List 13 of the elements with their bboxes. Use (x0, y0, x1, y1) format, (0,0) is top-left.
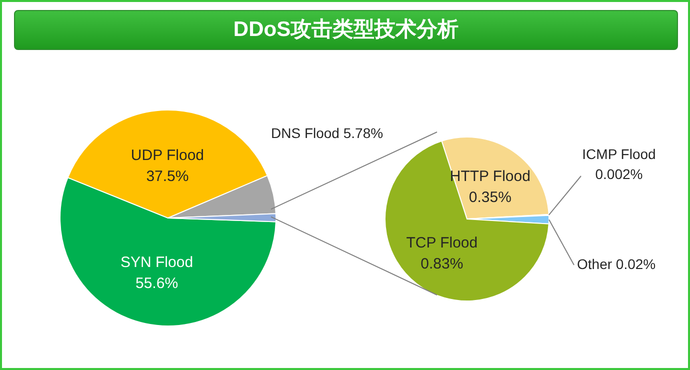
slice-label: UDP Flood (130, 147, 204, 164)
data-label: 0.83% (420, 255, 464, 272)
data-label: 0.002% (595, 166, 643, 182)
chart-title: DDoS攻击类型技术分析 (14, 10, 678, 50)
slice-label: DNS Flood 5.78% (271, 125, 384, 141)
data-label: 0.35% (468, 189, 512, 206)
slice-label: Other 0.02% (577, 256, 656, 272)
slice-label: ICMP Flood (582, 146, 656, 162)
slice-label: HTTP Flood (450, 168, 530, 186)
data-label: 37.5% (146, 168, 189, 186)
slice-label: TCP Flood (406, 234, 478, 252)
data-label: 55.6% (136, 274, 178, 292)
slice-label: SYN Flood (120, 254, 194, 271)
